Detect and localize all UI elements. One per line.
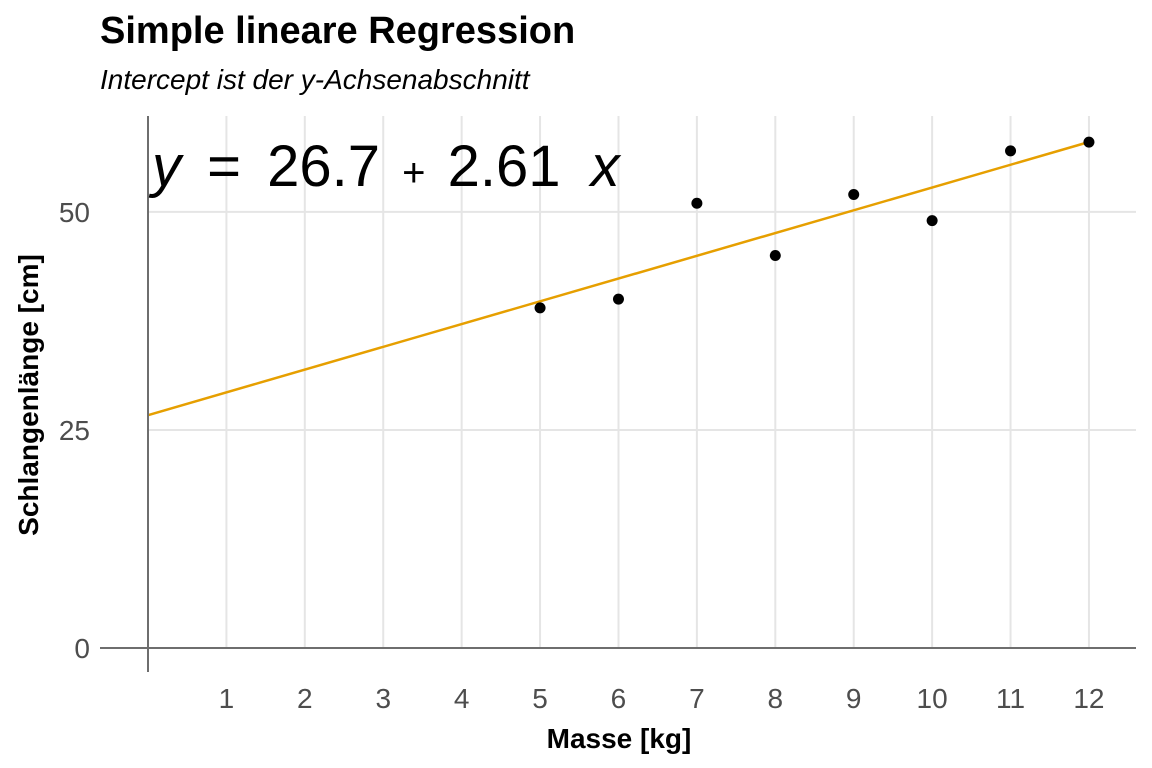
data-point [926, 215, 938, 227]
equation-x-var: x [588, 134, 622, 199]
x-tick-label: 2 [297, 683, 313, 714]
regression-line [147, 140, 1090, 417]
x-axis-title: Masse [kg] [547, 723, 692, 754]
data-point [1083, 136, 1095, 148]
x-tick-label: 12 [1073, 683, 1104, 714]
y-tick-label: 50 [59, 197, 90, 228]
y-axis-title: Schlangenlänge [cm] [13, 254, 44, 536]
x-tick-label: 1 [219, 683, 235, 714]
x-tick-label: 11 [996, 683, 1025, 714]
equation-slope: 2.61 [448, 134, 561, 199]
x-tick-label: 5 [532, 683, 548, 714]
data-point [1005, 145, 1017, 157]
x-tick-label: 8 [768, 683, 784, 714]
data-point [848, 188, 860, 200]
x-tick-label: 9 [846, 683, 862, 714]
equation-y-var: y [148, 134, 184, 199]
y-tick-label: 25 [59, 415, 90, 446]
chart-title: Simple lineare Regression [100, 10, 576, 52]
x-tick-label: 10 [917, 683, 948, 714]
data-point [612, 293, 624, 305]
equation-plus: + [402, 151, 425, 195]
x-tick-label: 3 [375, 683, 391, 714]
chart-subtitle: Intercept ist der y-Achsenabschnitt [100, 64, 530, 95]
data-points [534, 136, 1095, 314]
data-point [534, 302, 546, 314]
y-tick-label: 0 [74, 633, 90, 664]
axes [100, 116, 1136, 672]
regression-line-group [147, 140, 1090, 417]
data-point [691, 197, 703, 209]
data-point [769, 250, 781, 262]
regression-equation: y = 26.7 + 2.61 x [148, 134, 622, 199]
equation-intercept: 26.7 [267, 134, 380, 199]
equation-equals: = [207, 134, 241, 199]
x-tick-label: 6 [611, 683, 627, 714]
x-tick-label: 7 [689, 683, 705, 714]
x-tick-label: 4 [454, 683, 470, 714]
